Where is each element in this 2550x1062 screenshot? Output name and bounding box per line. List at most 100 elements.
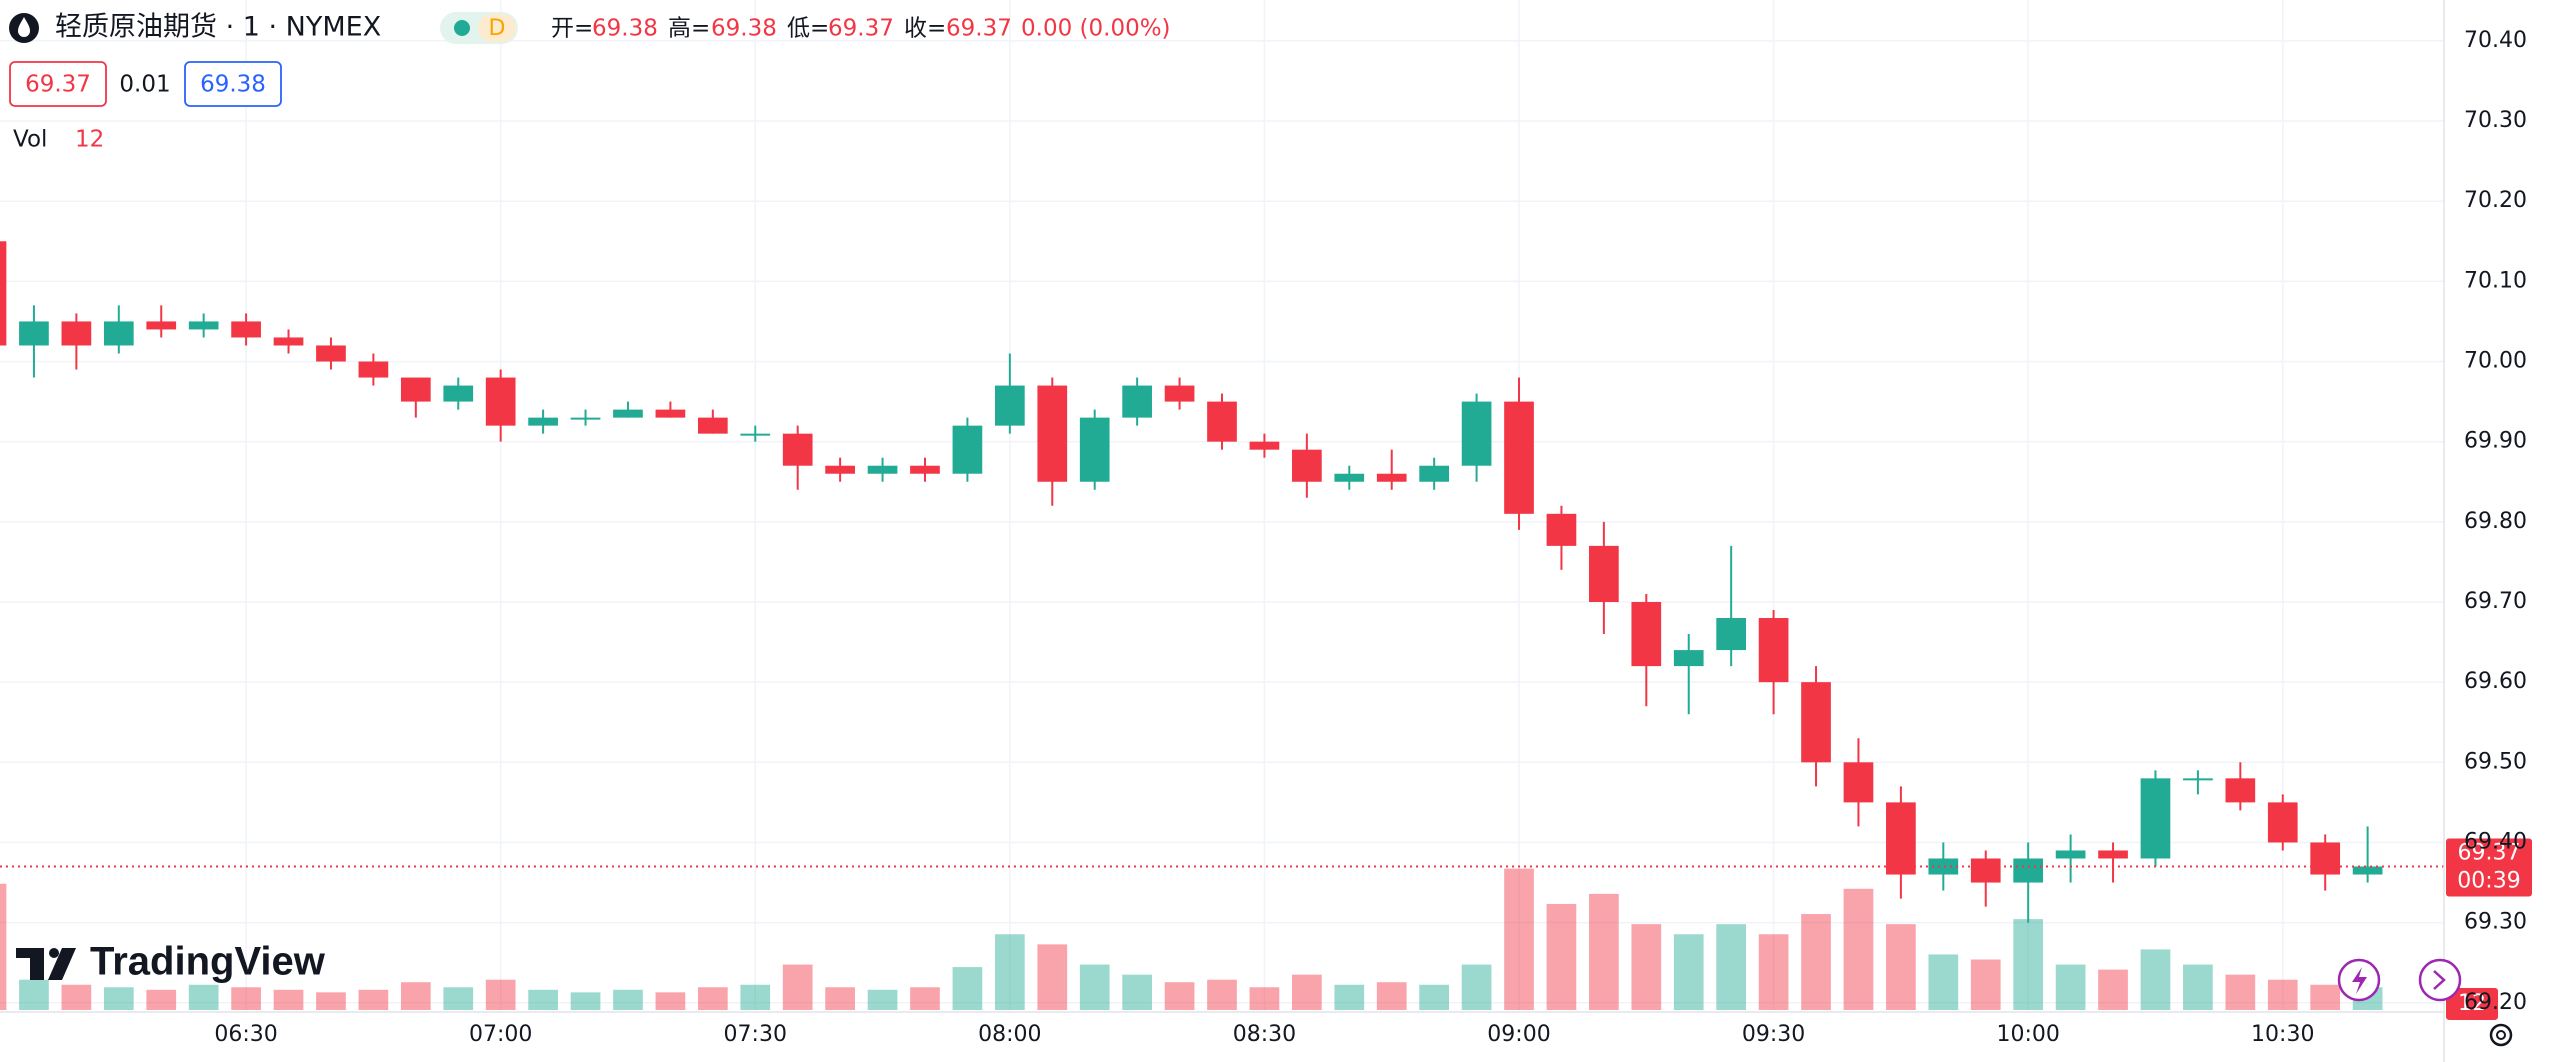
volume-bar [1886, 924, 1916, 1010]
volume-bar [1122, 974, 1152, 1010]
x-tick-label: 06:30 [214, 1022, 277, 1047]
grid-layer [0, 0, 2444, 1010]
candle-body [570, 417, 601, 420]
candle-body [1589, 545, 1619, 602]
candle-body [1164, 385, 1195, 402]
volume-bar [1376, 982, 1407, 1010]
ohlc-value: 69.37 [828, 16, 894, 42]
candle-body [2352, 866, 2383, 875]
volume-bar [2225, 974, 2256, 1010]
bid-box[interactable] [9, 61, 107, 107]
scroll-icon [2433, 970, 2446, 990]
scroll-button[interactable] [2418, 958, 2462, 1002]
overlay-layer: 69.37 00:39 12 [0, 838, 2532, 1020]
volume-bar [188, 984, 219, 1010]
brand-name: TradingView [90, 940, 326, 984]
logo-slash [48, 948, 76, 980]
ohlc-label: 低= [787, 16, 829, 42]
x-tick-label: 08:30 [1233, 1022, 1296, 1047]
candle-layer [0, 241, 2383, 923]
status-dot [454, 20, 470, 36]
candle-body [2098, 850, 2128, 859]
candle-body [443, 385, 474, 402]
ohlc-row: 开=69.38 高= 69.38 低=69.37 收= 69.37 [551, 16, 1012, 42]
y-tick-label: 69.80 [2464, 509, 2527, 534]
volume-bar [528, 989, 558, 1010]
volume-bar [1928, 954, 1959, 1010]
volume-bar [485, 979, 516, 1010]
candle-body [1376, 473, 1407, 482]
last-price-label: 69.37 [2458, 841, 2521, 866]
candle-body [188, 321, 219, 330]
symbol-title: 轻质原油期货 · 1 · NYMEX [55, 12, 381, 43]
candle-body [1504, 401, 1534, 514]
volume-bar [1801, 914, 1831, 1010]
volume-bar [1461, 964, 1492, 1010]
bid-price: 69.37 [25, 72, 91, 98]
volume-bar [2140, 949, 2171, 1010]
volume-bar [994, 934, 1025, 1010]
header: 轻质原油期货 · 1 · NYMEX D 开=69.38 高= 69.38 低=69.… [9, 12, 1171, 153]
volume-bar [1164, 982, 1195, 1010]
volume-bar [1758, 934, 1789, 1010]
x-tick-label: 09:30 [1742, 1022, 1805, 1047]
volume-bar [0, 883, 7, 1010]
volume-bar [1249, 987, 1280, 1010]
candle-body [825, 465, 855, 474]
candle-body [740, 433, 771, 436]
volume-bar [910, 987, 940, 1010]
x-tick-label: 07:00 [469, 1022, 532, 1047]
y-tick-label: 70.20 [2464, 188, 2527, 213]
candle-body [1928, 858, 1959, 875]
volume-bar [952, 967, 983, 1010]
badge-bg [478, 14, 516, 42]
candle-body [1079, 417, 1110, 482]
volume-bar [1207, 979, 1237, 1010]
candle-body [1970, 858, 2001, 883]
volume-bar [1970, 959, 2001, 1010]
volume-bar [1589, 893, 1619, 1010]
volume-bar [61, 984, 92, 1010]
candle-body [2055, 850, 2086, 859]
candle-body [528, 417, 558, 426]
volume-bar [19, 979, 49, 1010]
volume-bar [1079, 964, 1110, 1010]
last-price-badge [2446, 838, 2532, 897]
volume-bar [1419, 984, 1450, 1010]
candle-body [316, 345, 346, 362]
volume-bar [1673, 934, 1704, 1010]
volume-bar [146, 989, 177, 1010]
y-tick-label: 69.90 [2464, 429, 2527, 454]
volume-badge [2446, 987, 2498, 1020]
candle-body [146, 321, 177, 330]
candle-body [0, 241, 7, 346]
change-text: 0.00 (0.00%) [1021, 16, 1171, 42]
candle-body [1249, 441, 1280, 450]
volume-bar [655, 992, 686, 1010]
candle-body [867, 465, 898, 474]
ask-box[interactable] [184, 61, 282, 107]
volume-bar [2183, 964, 2213, 1010]
candle-body [655, 409, 686, 418]
volume-bar [2013, 919, 2044, 1010]
volume-bar [316, 992, 346, 1010]
volume-bar [2055, 964, 2086, 1010]
x-tick-label: 08:00 [978, 1022, 1041, 1047]
volume-bar [1504, 868, 1534, 1010]
candle-body [1334, 473, 1365, 482]
settings-button[interactable] [2489, 1023, 2513, 1047]
candle-body [1673, 650, 1704, 667]
lightning-icon [2352, 967, 2367, 994]
volume-bar [1843, 888, 1874, 1010]
y-tick-label: 70.00 [2464, 349, 2527, 374]
gear-hub [2496, 1030, 2506, 1040]
volume-bar [1631, 924, 1662, 1010]
y-tick-label: 69.40 [2464, 829, 2527, 854]
candle-body [358, 361, 389, 378]
volume-bar [740, 984, 771, 1010]
volume-bar [231, 987, 261, 1010]
ohlc-value: 69.38 [592, 16, 658, 42]
candle-body [1801, 682, 1831, 763]
